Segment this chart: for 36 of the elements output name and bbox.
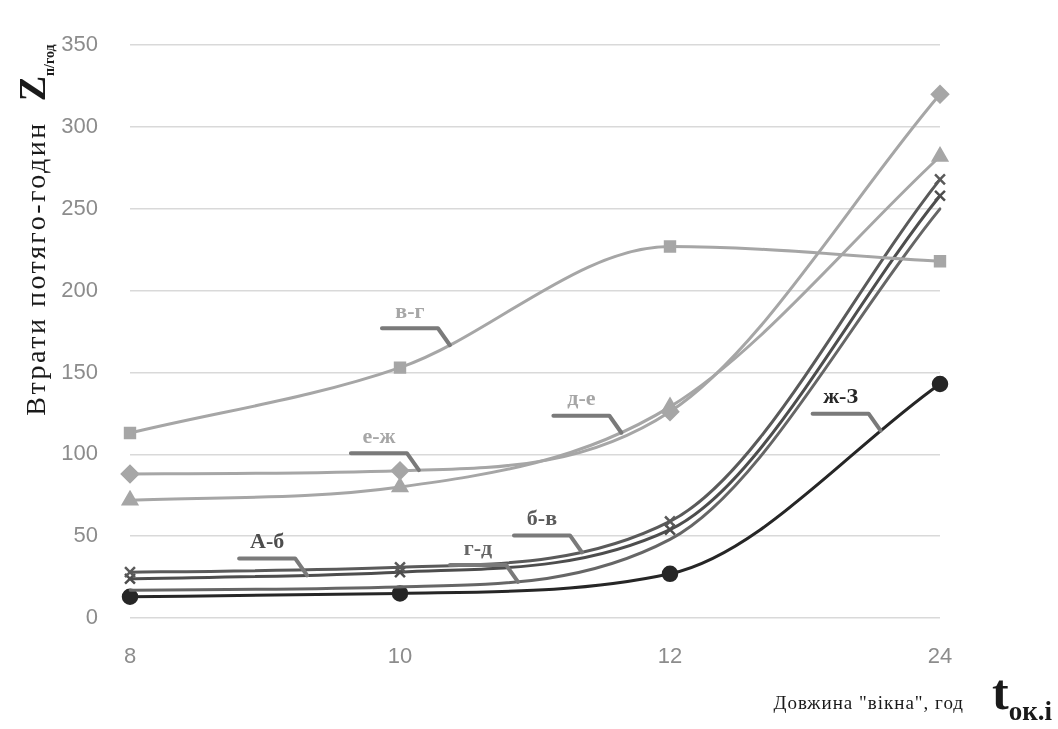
series-label: в-г — [395, 297, 425, 323]
point — [663, 515, 677, 528]
point — [931, 375, 949, 393]
series-label: А-б — [250, 528, 285, 554]
point — [931, 147, 949, 162]
y-tick-label: 200 — [61, 276, 98, 302]
series-label: е-ж — [362, 422, 396, 448]
y-tick-label: 300 — [61, 113, 98, 139]
point — [393, 361, 407, 374]
point — [390, 461, 410, 480]
point — [933, 255, 947, 268]
point — [933, 173, 947, 186]
point — [391, 477, 409, 493]
x-tick-label: 12 — [657, 643, 683, 669]
x-tick-label: 10 — [387, 643, 413, 669]
y-tick-label: 100 — [61, 440, 98, 466]
point — [930, 85, 950, 104]
point — [663, 240, 677, 253]
y-tick-label: 0 — [85, 604, 98, 630]
y-tick-label: 150 — [61, 358, 98, 384]
point — [121, 490, 139, 506]
y-tick-label: 350 — [61, 31, 98, 57]
series-label: д-е — [567, 385, 596, 411]
x-tick-label: 8 — [123, 643, 137, 669]
y-tick-label: 50 — [73, 522, 98, 548]
point — [393, 561, 407, 574]
point — [121, 588, 139, 605]
point — [933, 189, 947, 202]
series-label: г-д — [463, 534, 493, 560]
series-label: б-в — [526, 505, 558, 531]
point — [120, 464, 140, 484]
y-tick-label: 250 — [61, 194, 98, 220]
point — [661, 565, 679, 583]
point — [123, 565, 137, 579]
series-label: ж-З — [823, 383, 859, 409]
point — [123, 426, 137, 440]
